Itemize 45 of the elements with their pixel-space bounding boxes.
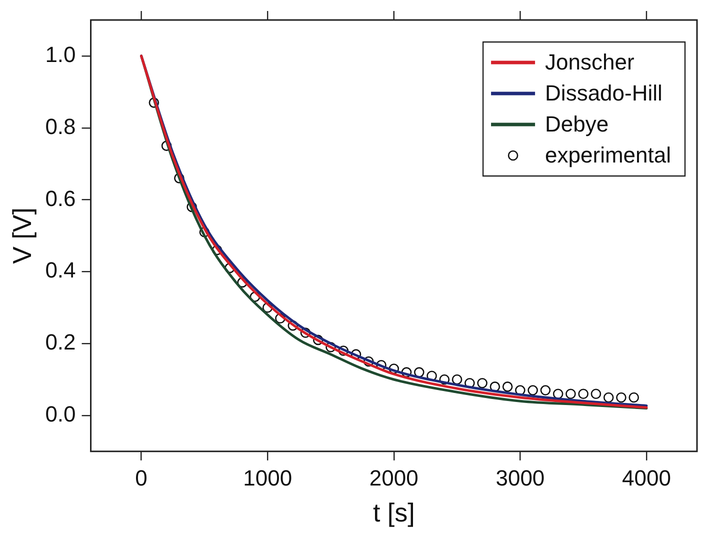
y-tick-label: 0.6 <box>45 186 76 211</box>
legend-label: Jonscher <box>545 50 634 75</box>
point <box>414 367 424 378</box>
point <box>439 374 450 385</box>
point <box>490 382 500 392</box>
legend-label: Debye <box>545 112 609 137</box>
x-tick-label: 1000 <box>243 466 292 491</box>
point <box>566 388 576 400</box>
point <box>148 98 160 108</box>
point <box>312 334 324 346</box>
point <box>262 302 273 313</box>
y-axis-title: V [V] <box>6 208 37 264</box>
point <box>388 364 400 374</box>
point <box>338 346 349 356</box>
point <box>326 342 336 352</box>
point <box>477 378 488 388</box>
point <box>552 388 564 400</box>
point <box>540 385 551 396</box>
point <box>288 320 298 331</box>
y-tick-label: 1.0 <box>45 42 76 68</box>
point <box>464 378 475 388</box>
y-tick-label: 0.2 <box>45 330 76 355</box>
point <box>603 392 614 403</box>
y-tick-label: 0.8 <box>45 114 76 139</box>
point <box>578 388 588 400</box>
x-tick-label: 3000 <box>496 466 545 491</box>
point <box>528 385 538 396</box>
point <box>616 392 626 403</box>
x-axis-title: t [s] <box>372 498 415 528</box>
point <box>452 374 462 385</box>
legend-label: experimental <box>545 142 671 168</box>
point <box>590 388 602 400</box>
point <box>363 356 374 367</box>
x-tick-label: 2000 <box>369 466 418 491</box>
point <box>275 313 286 324</box>
y-tick-label: 0.4 <box>45 258 76 283</box>
point <box>300 328 311 338</box>
point <box>502 382 513 392</box>
legend-label: Dissado-Hill <box>545 80 662 106</box>
x-tick-label: 0 <box>135 466 148 491</box>
point <box>401 367 412 378</box>
point <box>515 385 526 396</box>
point <box>628 392 639 403</box>
x-tick-label: 4000 <box>622 466 671 491</box>
y-tick-label: 0.0 <box>45 402 76 427</box>
